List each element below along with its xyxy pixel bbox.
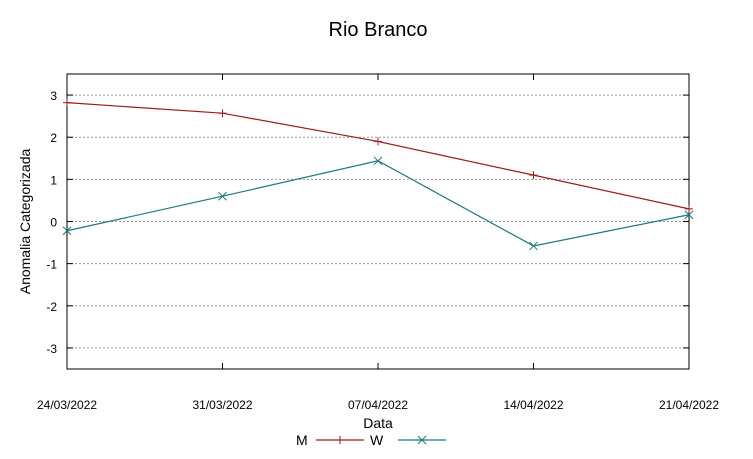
y-axis-ticks: -3 -2 -1 0 1 2 3 — [46, 89, 689, 356]
chart-title: Rio Branco — [329, 19, 428, 41]
data-point-M — [374, 137, 382, 146]
legend-label-M: M — [296, 432, 308, 448]
y-axis-label: Anomalia Categorizada — [17, 149, 33, 295]
legend-marker-W — [417, 435, 427, 445]
series-line-M — [66, 102, 690, 210]
x-tick-label: 24/03/2022 — [37, 398, 97, 412]
data-point-M — [218, 109, 227, 118]
y-tick-label: 0 — [50, 216, 57, 230]
data-point-M — [685, 204, 693, 213]
y-tick-label: 2 — [50, 131, 57, 145]
data-point-W — [373, 156, 383, 166]
x-axis-label: Data — [363, 415, 393, 431]
data-point-M — [529, 171, 538, 180]
y-tick-label: 1 — [50, 173, 57, 187]
legend-label-W: W — [370, 432, 384, 448]
x-tick-label: 21/04/2022 — [659, 398, 719, 412]
x-axis-ticks: 24/03/2022 31/03/2022 07/04/2022 14/04/2022… — [37, 74, 719, 412]
data-point-W — [529, 241, 538, 251]
data-point-M — [63, 98, 71, 107]
grid-lines — [67, 94, 689, 349]
y-tick-label: -2 — [46, 300, 57, 314]
y-tick-label: 3 — [50, 89, 57, 103]
data-point-W — [684, 210, 694, 220]
data-point-W — [62, 226, 72, 236]
legend-marker-M — [336, 436, 344, 444]
x-tick-label: 07/04/2022 — [348, 398, 408, 412]
y-tick-label: -1 — [46, 258, 57, 272]
y-tick-label: -3 — [46, 342, 57, 356]
x-tick-label: 14/04/2022 — [503, 398, 563, 412]
series-group — [62, 98, 694, 251]
x-tick-label: 31/03/2022 — [192, 398, 252, 412]
data-point-W — [218, 191, 227, 201]
series-line-W — [66, 160, 690, 247]
